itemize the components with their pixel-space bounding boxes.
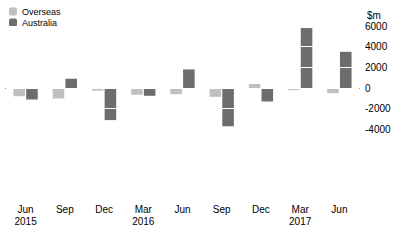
svg-text:-2000: -2000 <box>365 103 391 114</box>
svg-text:0: 0 <box>365 83 371 94</box>
svg-text:Jun: Jun <box>18 204 34 215</box>
svg-text:2017: 2017 <box>289 216 312 227</box>
svg-text:2016: 2016 <box>132 216 155 227</box>
svg-text:$m: $m <box>367 10 381 21</box>
svg-text:Sep: Sep <box>213 204 231 215</box>
svg-text:Dec: Dec <box>252 204 270 215</box>
svg-text:6000: 6000 <box>365 21 388 32</box>
svg-text:2000: 2000 <box>365 62 388 73</box>
svg-text:Australia: Australia <box>22 17 57 28</box>
svg-text:Jun: Jun <box>331 204 347 215</box>
svg-text:Jun: Jun <box>174 204 190 215</box>
svg-text:2015: 2015 <box>14 216 37 227</box>
svg-text:4000: 4000 <box>365 41 388 52</box>
svg-text:Mar: Mar <box>292 204 310 215</box>
svg-text:Overseas: Overseas <box>22 7 61 17</box>
svg-text:Sep: Sep <box>56 204 74 215</box>
svg-text:Dec: Dec <box>95 204 113 215</box>
svg-text:Mar: Mar <box>135 204 153 215</box>
svg-text:-4000: -4000 <box>365 124 391 135</box>
